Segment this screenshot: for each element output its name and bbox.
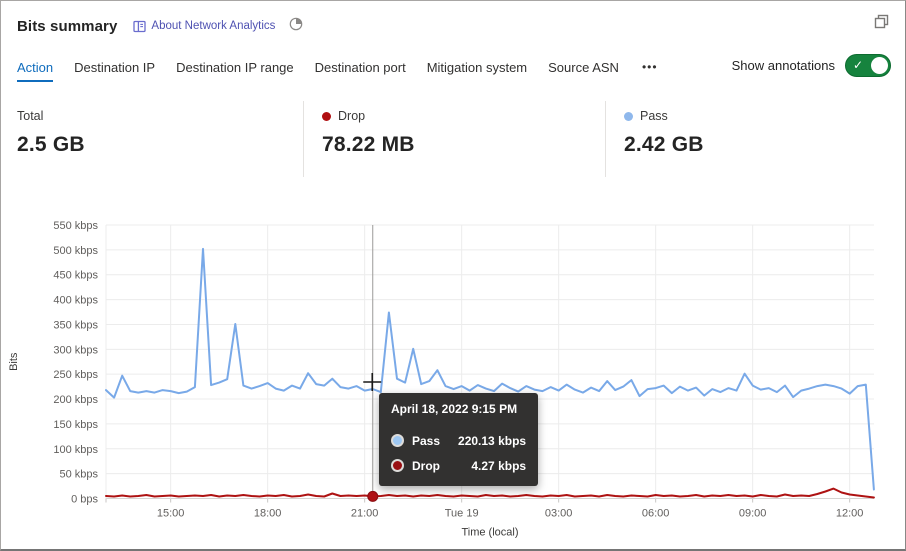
stat-drop-value: 78.22 MB (322, 133, 415, 156)
tab-action[interactable]: Action (17, 56, 54, 82)
stat-drop: Drop 78.22 MB (303, 101, 605, 177)
x-axis-label: 18:00 (254, 508, 282, 520)
tooltip-timestamp: April 18, 2022 9:15 PM (391, 402, 518, 416)
book-icon (133, 20, 147, 32)
pass-series-line (105, 247, 875, 491)
tab-mitigation-system[interactable]: Mitigation system (426, 60, 528, 75)
x-axis-label: 06:00 (642, 508, 670, 520)
tab-destination-ip[interactable]: Destination IP (74, 60, 156, 75)
tooltip-row-drop: Drop 4.27 kbps (391, 455, 526, 476)
page-title: Bits summary (17, 17, 118, 35)
tooltip-drop-value: 4.27 kbps (471, 458, 527, 473)
y-axis-label: 300 kbps (53, 344, 98, 356)
show-annotations-toggle[interactable]: ✓ (845, 54, 891, 77)
stat-drop-label: Drop (338, 109, 366, 123)
y-axis-title: Bits (8, 352, 20, 371)
stat-pass: Pass 2.42 GB (605, 101, 905, 177)
y-axis-label: 150 kbps (53, 419, 98, 431)
panel-header: Bits summary About Network Analytics (17, 14, 303, 38)
stat-pass-label: Pass (640, 109, 668, 123)
more-tabs-ellipsis-icon[interactable]: ••• (641, 60, 658, 74)
hover-marker-drop (367, 490, 379, 502)
restore-window-icon[interactable] (873, 13, 891, 31)
tooltip-pass-label: Pass (412, 433, 441, 448)
about-link-label: About Network Analytics (151, 20, 276, 32)
stat-total-value: 2.5 GB (17, 133, 85, 156)
tooltip-pass-value: 220.13 kbps (458, 433, 527, 448)
summary-stats-row: Total 2.5 GB Drop 78.22 MB Pass 2.42 GB (1, 101, 905, 177)
y-axis-label: 250 kbps (53, 369, 98, 381)
y-axis-label: 450 kbps (53, 270, 98, 282)
x-axis-label: 21:00 (351, 508, 379, 520)
about-network-analytics-link[interactable]: About Network Analytics (133, 20, 275, 33)
drop-series-icon (391, 459, 404, 472)
tab-destination-ip-range[interactable]: Destination IP range (176, 60, 294, 75)
toggle-check-icon: ✓ (853, 58, 864, 72)
y-axis-label: 50 kbps (59, 469, 98, 481)
stat-total: Total 2.5 GB (1, 101, 303, 177)
stat-total-label: Total (17, 109, 44, 123)
x-axis-label: 15:00 (157, 508, 185, 520)
x-axis-label: Tue 19 (445, 508, 479, 520)
toggle-knob (871, 57, 888, 74)
x-axis-label: 12:00 (836, 508, 864, 520)
tab-destination-port[interactable]: Destination port (314, 60, 406, 75)
show-annotations-label: Show annotations (731, 58, 835, 73)
x-axis-label: 03:00 (545, 508, 573, 520)
x-axis-label: 09:00 (739, 508, 767, 520)
drop-series-line (105, 487, 875, 499)
pass-legend-dot (624, 111, 633, 121)
dimension-tabs: Action Destination IP Destination IP ran… (17, 56, 660, 82)
chart-tooltip: April 18, 2022 9:15 PM Pass 220.13 kbps … (379, 393, 539, 486)
tab-source-asn[interactable]: Source ASN (548, 60, 619, 75)
pass-series-icon (391, 434, 404, 447)
x-axis-title: Time (local) (461, 527, 518, 539)
show-annotations-control: Show annotations ✓ (732, 54, 891, 77)
tooltip-row-pass: Pass 220.13 kbps (391, 430, 526, 451)
y-axis-label: 0 bps (71, 494, 98, 506)
y-axis-label: 500 kbps (53, 245, 98, 257)
y-axis-label: 200 kbps (53, 394, 98, 406)
tooltip-drop-label: Drop (412, 458, 440, 473)
stat-pass-value: 2.42 GB (624, 133, 704, 156)
y-axis-label: 100 kbps (53, 444, 98, 456)
time-range-pie-icon[interactable] (289, 17, 303, 36)
drop-legend-dot (322, 111, 331, 121)
y-axis-label: 550 kbps (53, 220, 98, 232)
y-axis-label: 400 kbps (53, 295, 98, 307)
y-axis-label: 350 kbps (53, 319, 98, 331)
